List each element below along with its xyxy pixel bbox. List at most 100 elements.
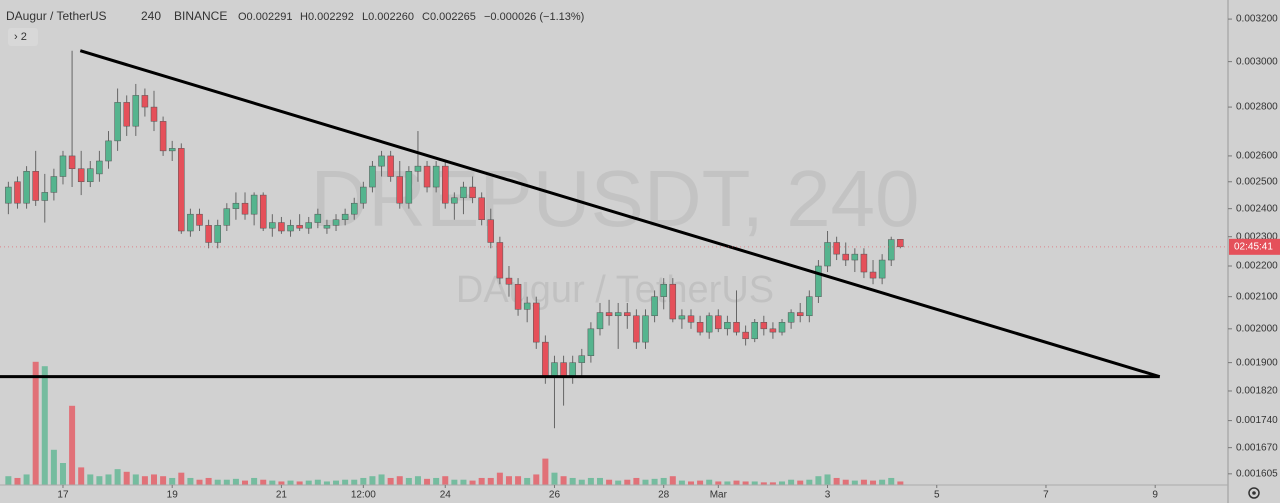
volume-bar: [660, 477, 667, 485]
volume-bar: [797, 480, 804, 485]
candle-body: [50, 176, 58, 193]
volume-bar: [414, 476, 421, 485]
candle-body: [751, 322, 758, 340]
candle-body: [760, 322, 768, 330]
volume-bar: [205, 477, 212, 485]
symbol[interactable]: DAugur / TetherUS: [6, 9, 107, 23]
volume-bar: [496, 472, 503, 485]
volume-bar: [815, 476, 822, 485]
candle-body: [59, 155, 67, 177]
candle-body: [824, 242, 831, 267]
candle-body: [323, 225, 331, 229]
volume-bar: [888, 477, 895, 485]
volume-bar: [733, 480, 740, 485]
volume-bar: [760, 482, 767, 485]
y-tick-label: 0.002500: [1236, 176, 1278, 187]
candle-body: [223, 208, 231, 226]
ohlc-open: O0.002291: [238, 11, 292, 23]
x-tick-label: 7: [1043, 490, 1049, 501]
candle-body: [296, 225, 303, 229]
candle-body: [432, 165, 440, 188]
candle-body: [105, 140, 112, 162]
volume-bar: [578, 479, 585, 485]
volume-bar: [651, 478, 658, 485]
candle-body: [696, 322, 704, 333]
candle-body: [14, 181, 21, 204]
candle-body: [23, 171, 30, 204]
volume-bar: [278, 481, 285, 485]
candle-body: [605, 312, 613, 317]
volume-bar: [897, 481, 904, 485]
candle-body: [733, 322, 740, 333]
candle-body: [796, 312, 804, 317]
trend-line: [79, 49, 1161, 379]
volume-bar: [697, 480, 704, 485]
candle-body: [878, 259, 886, 279]
candle-body: [660, 283, 667, 297]
x-tick-label: 17: [57, 490, 69, 501]
candle-body: [68, 155, 76, 169]
volume-bar: [114, 469, 121, 485]
candle-body: [214, 225, 221, 243]
candle-body: [205, 225, 212, 243]
gear-center[interactable]: [1252, 491, 1256, 495]
volume-bar: [105, 474, 112, 485]
candle-body: [96, 160, 103, 175]
y-tick-label: 0.003200: [1236, 14, 1278, 25]
gear[interactable]: [1248, 487, 1260, 499]
settings-icon[interactable]: [1248, 487, 1260, 499]
volume-bar: [360, 477, 367, 485]
volume-bar: [505, 476, 512, 485]
candle-body: [614, 312, 622, 317]
candle-body: [77, 168, 85, 183]
indicator-toggle[interactable]: › 2: [14, 31, 27, 43]
volume-bar: [669, 476, 676, 485]
volume-bar: [424, 478, 431, 485]
candle-body: [405, 171, 413, 204]
volume-bar: [587, 477, 594, 485]
candle-body: [897, 239, 904, 248]
volume-bar: [842, 479, 849, 485]
volume-bar: [141, 476, 148, 485]
x-tick-label: 21: [276, 490, 288, 501]
volume-bar: [387, 477, 394, 485]
volume-bar: [569, 477, 576, 485]
x-tick-label: 9: [1152, 490, 1158, 501]
volume-bar: [615, 480, 622, 485]
volume-bar: [223, 479, 230, 485]
volume-bar: [269, 480, 276, 485]
volume-bar: [351, 479, 358, 485]
candle-body: [178, 148, 185, 232]
volume-bar: [169, 477, 176, 485]
ohlc-change: −0.000026 (−1.13%): [484, 11, 584, 23]
volume-bar: [851, 480, 858, 485]
candle-body: [423, 165, 431, 188]
candle-body: [514, 283, 522, 310]
candle-body: [87, 168, 94, 183]
volume-bar: [333, 480, 340, 485]
x-tick-label: 26: [549, 490, 561, 501]
candle-body: [305, 222, 312, 229]
y-tick-label: 0.001605: [1236, 468, 1278, 479]
x-tick-label: Mar: [710, 490, 728, 501]
volume-bar: [260, 479, 267, 485]
ohlc-close: C0.002265: [422, 11, 476, 23]
volume-bar: [50, 449, 57, 485]
candle-body: [560, 362, 567, 377]
volume-bar: [879, 479, 886, 485]
candle-body: [150, 106, 158, 122]
volume-bar: [378, 474, 385, 485]
y-tick-label: 0.001900: [1236, 357, 1278, 368]
volume-bar: [151, 474, 158, 485]
candle-body: [414, 165, 422, 172]
exchange: BINANCE: [174, 9, 227, 23]
candle-body: [587, 328, 595, 356]
interval[interactable]: 240: [141, 9, 161, 23]
volume-bar: [187, 477, 194, 485]
y-tick-label: 0.002000: [1236, 323, 1278, 334]
candle-body: [742, 331, 749, 340]
candle-body: [442, 165, 449, 204]
indicator-toggle-bg[interactable]: [8, 28, 38, 46]
candle-body: [350, 202, 358, 215]
